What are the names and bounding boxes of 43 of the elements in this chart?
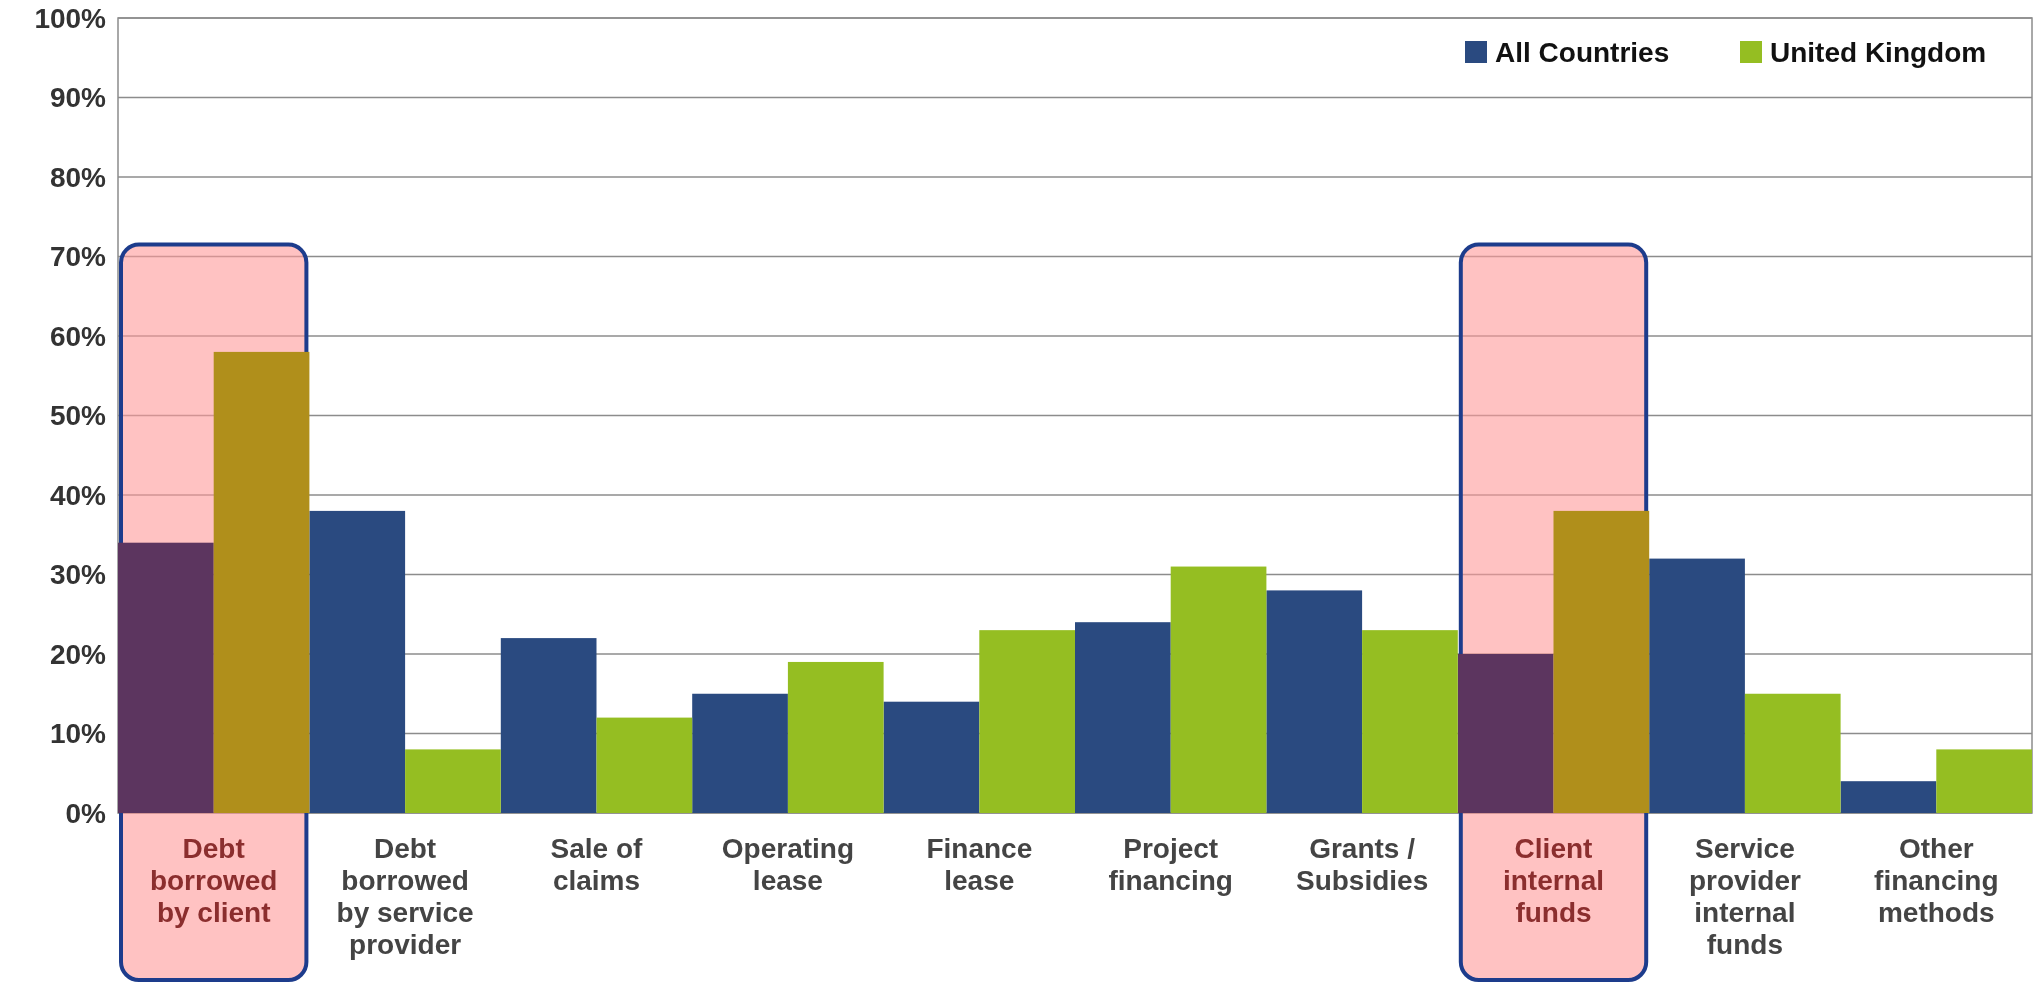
x-tick-label: Other financing methods bbox=[1874, 833, 1999, 928]
y-tick-label: 80% bbox=[49, 161, 107, 193]
bar bbox=[1075, 622, 1171, 813]
y-tick-label: 50% bbox=[49, 400, 107, 432]
bar bbox=[596, 717, 693, 813]
bar bbox=[309, 510, 406, 813]
y-tick-label: 100% bbox=[34, 2, 107, 34]
bar bbox=[883, 701, 980, 813]
bar bbox=[1362, 630, 1458, 813]
bar bbox=[1840, 781, 1937, 813]
y-tick-label: 90% bbox=[49, 82, 107, 114]
bar bbox=[979, 630, 1075, 813]
y-tick-label: 40% bbox=[49, 479, 107, 511]
bar bbox=[1936, 749, 2032, 813]
x-tick-label: Client internal funds bbox=[1502, 833, 1605, 928]
bar bbox=[1170, 566, 1267, 813]
x-tick-label: Sale of claims bbox=[550, 833, 644, 896]
x-tick-label: Service provider internal funds bbox=[1688, 833, 1802, 960]
legend-label: United Kingdom bbox=[1770, 36, 1987, 68]
x-tick-label: Debt borrowed by client bbox=[149, 833, 278, 928]
x-tick-label: Finance lease bbox=[926, 833, 1033, 896]
y-tick-label: 10% bbox=[49, 718, 107, 750]
bar bbox=[1649, 558, 1745, 813]
bar bbox=[1744, 693, 1841, 813]
x-tick-label: Operating lease bbox=[721, 833, 855, 896]
bar bbox=[213, 351, 310, 813]
bar bbox=[405, 749, 501, 813]
y-tick-label: 70% bbox=[49, 241, 107, 273]
bar bbox=[1266, 590, 1363, 813]
bar bbox=[1553, 510, 1650, 813]
legend-label: All Countries bbox=[1495, 36, 1670, 68]
x-tick-label: Project financing bbox=[1108, 833, 1233, 896]
bar bbox=[500, 638, 597, 813]
bar bbox=[118, 542, 214, 813]
y-tick-label: 0% bbox=[65, 797, 107, 829]
bar bbox=[692, 693, 788, 813]
y-tick-label: 30% bbox=[49, 559, 107, 591]
x-tick-label: Grants / Subsidies bbox=[1295, 833, 1429, 896]
y-tick-label: 60% bbox=[49, 320, 107, 352]
y-tick-label: 20% bbox=[49, 638, 107, 670]
bar bbox=[1457, 654, 1554, 813]
bar bbox=[787, 661, 884, 813]
x-tick-label: Debt borrowed by service provider bbox=[336, 833, 474, 960]
